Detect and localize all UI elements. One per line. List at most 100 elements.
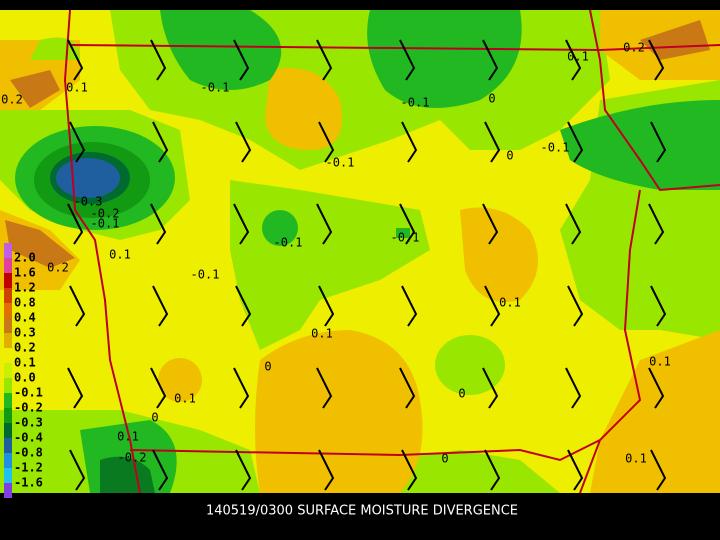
border	[69, 44, 720, 52]
colorbar-swatch	[4, 363, 12, 378]
map-fields	[0, 10, 720, 493]
contour-label: -0.1	[191, 268, 220, 282]
contour-label: 0.1	[66, 81, 88, 95]
wind-barb	[67, 203, 84, 245]
colorbar-swatch	[4, 393, 12, 408]
border	[63, 9, 141, 494]
field-light-green	[380, 450, 560, 493]
contour-label: -0.1	[326, 156, 355, 170]
colorbar-swatch	[4, 483, 12, 498]
contour-label: -0.1	[541, 141, 570, 155]
colorbar-label: -0.2	[14, 401, 43, 415]
contour-label: 0.2	[623, 41, 645, 55]
wind-barb	[565, 367, 582, 409]
colorbar-label: -0.8	[14, 446, 43, 460]
colorbar-label: -1.6	[14, 476, 43, 490]
colorbar-label: 1.2	[14, 281, 36, 295]
contour-label: 0	[441, 452, 448, 466]
contour-label: 0.1	[311, 327, 333, 341]
field-orange	[255, 330, 423, 493]
wind-barb	[67, 367, 84, 409]
state-borders	[63, 9, 720, 494]
contour-label: 0.1	[625, 452, 647, 466]
wind-barb	[482, 203, 499, 245]
field-dark-green	[100, 456, 155, 493]
colorbar-swatch	[4, 273, 12, 288]
field-green	[560, 100, 720, 190]
wind-barb	[648, 39, 665, 81]
colorbar-swatch	[4, 468, 12, 483]
wind-barb	[316, 39, 333, 81]
contour-label: 0.1	[109, 248, 131, 262]
wind-barb	[567, 121, 584, 163]
wind-barb	[567, 449, 584, 491]
field-orange	[158, 358, 202, 402]
wind-barb	[648, 367, 665, 409]
colorbar-swatch	[4, 288, 12, 303]
colorbar-swatch	[4, 408, 12, 423]
wind-barb	[318, 121, 335, 163]
wind-barb	[318, 285, 335, 327]
wind-barb	[67, 39, 84, 81]
field-light-green	[435, 335, 505, 395]
contour-label: 0.1	[649, 355, 671, 369]
border	[579, 189, 642, 494]
wind-barb	[150, 39, 167, 81]
wind-barb	[152, 121, 169, 163]
wind-barb	[401, 449, 418, 491]
border	[129, 439, 601, 462]
wind-barb	[233, 203, 250, 245]
caption: 140519/0300 SURFACE MOISTURE DIVERGENCE	[206, 504, 518, 519]
wind-barb	[399, 367, 416, 409]
colorbar-label: -0.4	[14, 431, 43, 445]
colorbar-label: 0.3	[14, 326, 36, 340]
wind-barb	[233, 367, 250, 409]
wind-barb	[650, 449, 667, 491]
contour-label: 0	[506, 149, 513, 163]
colorbar-swatch	[4, 333, 12, 348]
wind-barb	[399, 203, 416, 245]
colorbar-swatch	[4, 423, 12, 438]
field-orange	[590, 330, 720, 493]
wind-barb	[150, 203, 167, 245]
contour-label: -0.2	[91, 207, 120, 221]
wind-barb	[233, 39, 250, 81]
contour-labels: -0.10.20.1-0.1 00.10.2-0.1 0-0.1-0.3-0.2-0…	[1, 41, 671, 466]
colorbar-label: 0.1	[14, 356, 36, 370]
wind-barb	[401, 121, 418, 163]
wind-barb	[482, 367, 499, 409]
colorbar-label: -0.1	[14, 386, 43, 400]
wind-barb	[648, 203, 665, 245]
wind-barb	[235, 121, 252, 163]
wind-barb	[650, 285, 667, 327]
wind-barb	[484, 449, 501, 491]
contour-label: 0.2	[1, 93, 23, 107]
contour-label: -0.3	[74, 195, 103, 209]
colorbar-swatch	[4, 438, 12, 453]
wind-barbs	[67, 39, 667, 491]
colorbar-swatch	[4, 318, 12, 333]
colorbar-label: -1.2	[14, 461, 43, 475]
field-brown	[640, 20, 710, 60]
colorbar-label: 2.0	[14, 251, 36, 265]
colorbar-label: -0.3	[14, 416, 43, 430]
wind-barb	[650, 121, 667, 163]
field-green	[396, 228, 410, 238]
wind-barb	[565, 203, 582, 245]
wind-barb	[565, 39, 582, 81]
wind-barb	[401, 285, 418, 327]
wind-barb	[484, 285, 501, 327]
wind-barb	[482, 39, 499, 81]
wind-barb	[318, 449, 335, 491]
colorbar-swatch	[4, 243, 12, 258]
colorbar-label: 0.0	[14, 371, 36, 385]
colorbar-swatch	[4, 303, 12, 318]
border	[589, 9, 720, 192]
contour-label: -0.1	[201, 81, 230, 95]
field-brown	[5, 220, 75, 268]
colorbar-swatch	[4, 453, 12, 468]
contour-label: 0	[488, 92, 495, 106]
wind-barb	[69, 121, 86, 163]
field-brown	[10, 70, 60, 108]
